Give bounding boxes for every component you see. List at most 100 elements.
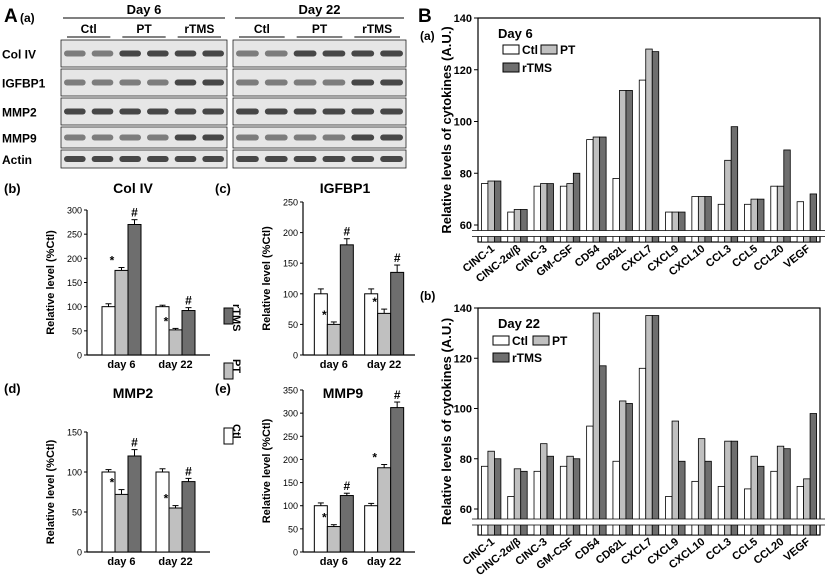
blot-strip [60, 149, 228, 169]
bar [730, 440, 739, 536]
legend-swatch [223, 427, 234, 445]
blot-group-label: PT [312, 22, 328, 36]
bar [645, 48, 653, 243]
y-tick-label: 250 [67, 230, 82, 240]
bar [638, 367, 647, 536]
legend-label: rTMS [512, 351, 542, 365]
blot-band [64, 134, 86, 141]
blot-group-label: Ctl [81, 22, 97, 36]
bar [114, 493, 129, 553]
x-tick-label: day 6 [320, 556, 348, 568]
blot-band [202, 50, 224, 57]
blot-band [119, 156, 141, 162]
legend-swatch [223, 307, 234, 325]
bar [572, 458, 581, 536]
chart-title: MMP9 [323, 385, 364, 401]
significance-mark: # [131, 436, 138, 450]
blot-band [236, 108, 259, 115]
bar [704, 460, 712, 536]
blot-group-label: rTMS [184, 22, 214, 36]
blot-strip [60, 39, 228, 68]
bar [313, 293, 328, 356]
bar [678, 460, 686, 536]
bar [181, 310, 196, 356]
legend-swatch [532, 335, 550, 346]
y-tick-label: 100 [283, 501, 298, 511]
bar [520, 470, 528, 536]
blot-band [147, 50, 169, 57]
blot-group-label: PT [136, 22, 152, 36]
significance-mark: * [322, 511, 327, 525]
bar [507, 211, 515, 243]
blot-row-label: Col IV [2, 48, 36, 62]
blot-band [119, 79, 141, 86]
legend-label: PT [552, 334, 568, 348]
blot-strip [60, 126, 228, 149]
y-tick-label: 50 [288, 524, 298, 534]
blot-band [174, 156, 197, 162]
bar [494, 180, 502, 243]
bar [796, 485, 804, 536]
legend-label: rTMS [230, 304, 242, 332]
bar [691, 480, 699, 536]
bar [390, 407, 405, 553]
y-tick-label: 250 [283, 198, 298, 208]
blot-row-label: Actin [2, 153, 32, 167]
y-tick-label: 80 [460, 168, 472, 180]
sublabel-A-d: (d) [4, 381, 21, 396]
x-tick-label: day 22 [367, 359, 401, 371]
bar-legend: Ctl PT rTMS [223, 304, 242, 445]
sublabel-A-a: (a) [20, 11, 35, 25]
bar [671, 420, 679, 536]
chart-title: Day 6 [498, 26, 533, 41]
chart-title: Day 22 [498, 316, 540, 331]
bar [127, 224, 142, 356]
bar [390, 271, 405, 356]
bar [744, 488, 752, 536]
blot-band [147, 108, 169, 115]
y-tick-label: 150 [67, 278, 82, 288]
y-tick-label: 120 [454, 353, 472, 365]
blot-time-label: Day 22 [299, 2, 341, 17]
x-tick-label: day 6 [320, 359, 348, 371]
panel-label-A: A [4, 6, 18, 27]
y-tick-label: 150 [283, 259, 298, 269]
sublabel-A-b: (b) [4, 181, 21, 196]
bar [513, 209, 522, 243]
y-tick-label: 250 [283, 432, 298, 442]
x-tick-label: day 22 [158, 359, 192, 371]
legend-label: Ctl [230, 424, 242, 439]
bar-chart-mmp9: MMP9 0 50 100 150 200 250 300 350 Relative level … [261, 385, 415, 568]
bar [757, 465, 765, 536]
bar [809, 413, 817, 536]
bar [783, 149, 791, 243]
bar [678, 211, 686, 243]
bar [364, 505, 379, 553]
bar [546, 455, 554, 536]
x-tick-label: CCL3 [704, 536, 734, 563]
significance-mark: # [394, 388, 401, 402]
western-blot: Col IV IGFBP1 MMP2 MMP9 Actin Day 6 Ctl PT rTMS D… [2, 2, 407, 169]
blot-band [147, 134, 169, 141]
blot-band [91, 50, 114, 57]
blot-band [264, 108, 288, 115]
blot-band [236, 79, 259, 86]
bar [638, 79, 647, 243]
bar [326, 323, 341, 356]
significance-mark: * [164, 314, 169, 328]
bar [101, 306, 116, 356]
bar [619, 400, 627, 536]
bar [181, 481, 196, 553]
y-tick-label: 60 [460, 220, 472, 232]
bar [586, 139, 594, 243]
blot-band [322, 50, 346, 57]
bar [114, 269, 129, 356]
legend-label: PT [560, 43, 576, 57]
bar [592, 136, 601, 243]
blot-band [147, 156, 169, 162]
blot-band [64, 156, 86, 162]
blot-band [174, 108, 197, 115]
blot-band [119, 50, 141, 57]
bar [339, 495, 354, 553]
